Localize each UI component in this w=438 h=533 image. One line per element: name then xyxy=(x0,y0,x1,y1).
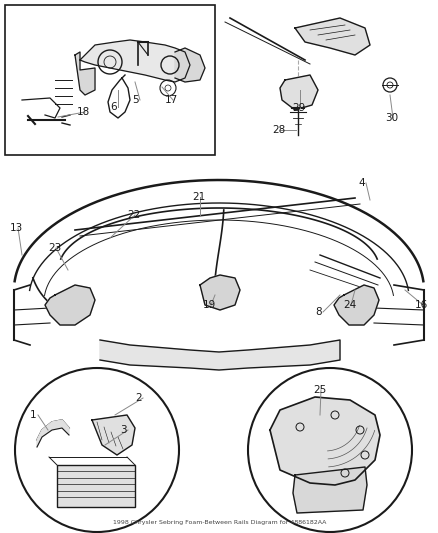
Polygon shape xyxy=(333,285,378,325)
Text: 8: 8 xyxy=(314,307,321,317)
Text: 29: 29 xyxy=(291,103,304,113)
Polygon shape xyxy=(45,285,95,325)
Text: 13: 13 xyxy=(10,223,23,233)
Polygon shape xyxy=(92,415,135,455)
Polygon shape xyxy=(279,75,317,110)
Polygon shape xyxy=(200,275,240,310)
Polygon shape xyxy=(37,420,69,447)
Circle shape xyxy=(247,368,411,532)
Circle shape xyxy=(15,368,179,532)
Text: 18: 18 xyxy=(77,107,90,117)
Text: 1: 1 xyxy=(30,410,36,420)
Polygon shape xyxy=(294,18,369,55)
Text: 16: 16 xyxy=(414,300,427,310)
Polygon shape xyxy=(175,48,205,82)
Text: 22: 22 xyxy=(127,210,140,220)
Text: 28: 28 xyxy=(272,125,285,135)
Text: 23: 23 xyxy=(48,243,61,253)
Text: 25: 25 xyxy=(312,385,325,395)
Text: 17: 17 xyxy=(165,95,178,105)
Polygon shape xyxy=(269,397,379,485)
Polygon shape xyxy=(80,40,190,82)
Text: 21: 21 xyxy=(191,192,205,202)
Polygon shape xyxy=(100,340,339,370)
Bar xyxy=(57,465,135,507)
Text: 30: 30 xyxy=(384,113,397,123)
Text: 1998 Chrysler Sebring Foam-Between Rails Diagram for 4886182AA: 1998 Chrysler Sebring Foam-Between Rails… xyxy=(113,520,325,525)
Text: 24: 24 xyxy=(342,300,356,310)
Text: 2: 2 xyxy=(135,393,141,403)
Text: 4: 4 xyxy=(357,178,364,188)
Text: 3: 3 xyxy=(120,425,126,435)
Polygon shape xyxy=(292,467,366,513)
Text: 5: 5 xyxy=(132,95,138,105)
Text: 6: 6 xyxy=(110,102,117,112)
Text: 19: 19 xyxy=(202,300,216,310)
Polygon shape xyxy=(75,52,95,95)
Bar xyxy=(5,5,215,155)
